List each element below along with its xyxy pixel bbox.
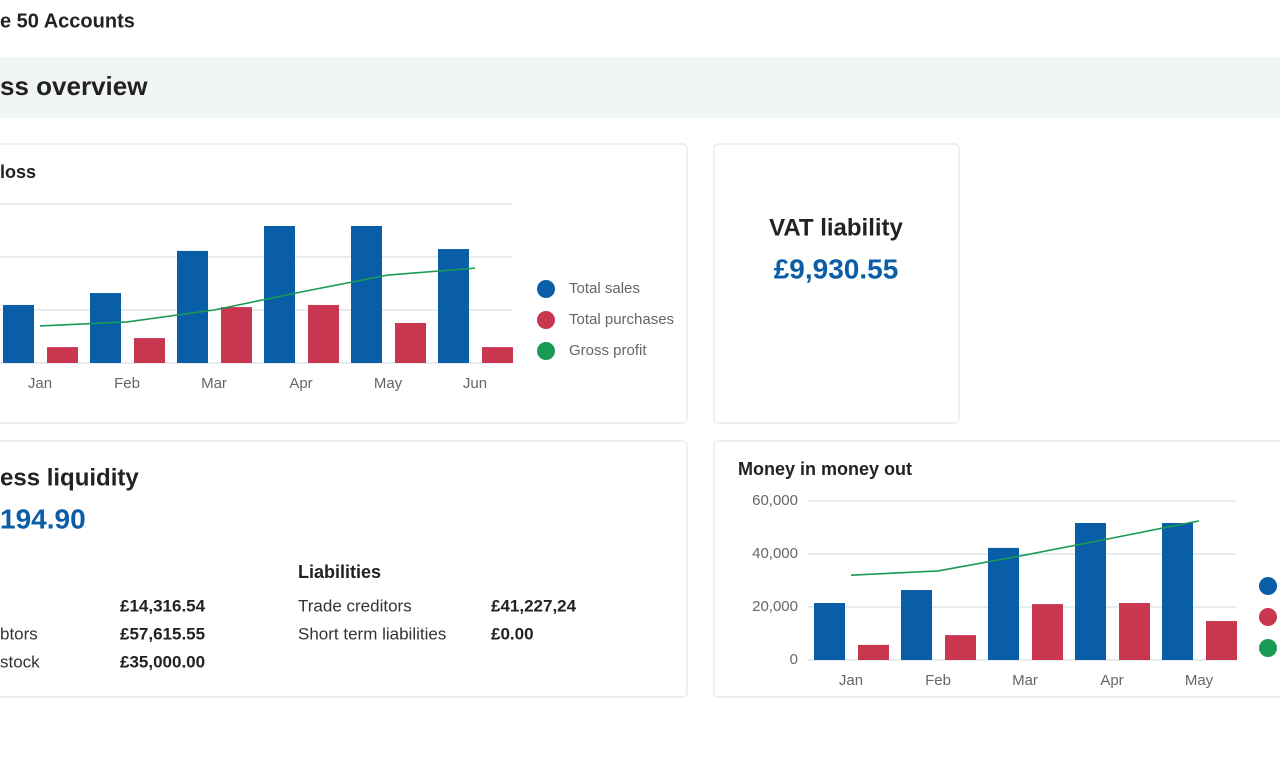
x-tick-label: Feb [114,375,140,392]
bar [1206,621,1237,660]
chart-title: Money in money out [738,459,912,479]
bar [90,293,121,363]
y-tick-label: 0 [790,651,798,668]
bar [47,347,78,363]
x-tick-label: Jan [28,375,52,392]
bar [221,307,252,363]
legend-dot [1259,639,1277,657]
section-title: ss overview [0,71,148,101]
bar [945,635,976,660]
asset-label: stock [0,652,40,671]
section-band [0,57,1280,118]
bar [858,644,889,660]
bar [351,225,382,363]
legend-dot [1259,608,1277,626]
bar [1162,522,1193,660]
legend-dot [537,311,555,329]
bar [3,304,34,363]
bar [177,250,208,363]
card [0,440,688,698]
liabilities-title: Liabilities [298,562,381,582]
bar [1032,604,1063,660]
liquidity-value: 194.90 [0,503,86,534]
asset-value: £57,615.55 [120,624,205,643]
liquidity-title: ess liquidity [0,464,139,491]
legend-dot [1259,577,1277,595]
x-tick-label: May [1185,672,1214,689]
line [39,267,476,327]
app-title: e 50 Accounts [0,10,135,32]
liability-value: £0.00 [491,624,534,643]
y-tick-label: 40,000 [752,545,798,562]
x-tick-label: Feb [925,672,951,689]
bar [814,603,845,660]
legend-label: Gross profit [569,342,647,359]
asset-label: btors [0,624,38,643]
legend-dot [537,342,555,360]
bar [134,338,165,363]
liability-label: Trade creditors [298,596,412,615]
bar [901,590,932,660]
x-tick-label: Jun [463,375,487,392]
vat-value: £9,930.55 [774,253,899,284]
legend-dot [537,280,555,298]
bar [438,249,469,363]
legend-label: Total sales [569,280,640,297]
liability-label: Short term liabilities [298,624,446,643]
bar [1119,603,1150,660]
x-tick-label: Jan [839,672,863,689]
line [850,520,1200,576]
liability-value: £41,227,24 [491,596,577,615]
y-tick-label: 60,000 [752,492,798,509]
x-tick-label: Mar [1012,672,1038,689]
y-tick-label: 20,000 [752,598,798,615]
bar [1075,522,1106,660]
asset-value: £14,316.54 [120,596,206,615]
x-tick-label: May [374,375,403,392]
x-tick-label: Apr [1100,672,1123,689]
chart-title: loss [0,162,36,182]
card [713,143,960,424]
vat-title: VAT liability [769,214,903,241]
bar [395,322,426,363]
legend-label: Total purchases [569,311,674,328]
bar [988,547,1019,660]
bar [308,304,339,363]
asset-value: £35,000.00 [120,652,205,671]
bar [482,347,513,363]
x-tick-label: Apr [289,375,312,392]
x-tick-label: Mar [201,375,227,392]
